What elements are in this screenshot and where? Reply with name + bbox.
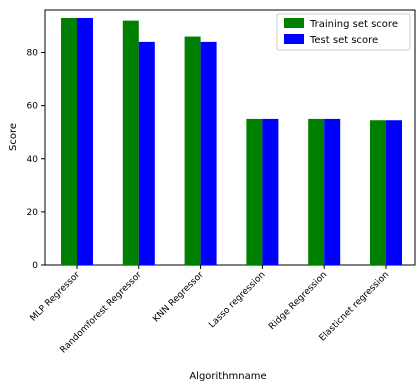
test-bar-2 [200, 41, 217, 265]
x-tick-label: MLP Regressor [29, 270, 83, 324]
training-bar-3 [246, 118, 263, 265]
legend: Training set score Test set score [276, 13, 411, 51]
x-tick-label: KNN Regressor [151, 270, 206, 325]
x-tick-label: Ridge Regression [267, 270, 329, 332]
training-bar-0 [61, 17, 77, 265]
training-bar-1 [122, 20, 139, 265]
y-tick-label: 40 [27, 155, 39, 165]
x-tick-label: Lasso regression [207, 270, 267, 330]
legend-label-training: Training set score [309, 19, 398, 30]
y-tick-label: 60 [27, 102, 39, 112]
y-ticks: 0 20 40 60 80 [27, 49, 45, 271]
bars-group [61, 17, 402, 265]
training-bar-5 [370, 120, 386, 265]
y-tick-label: 80 [27, 49, 39, 59]
training-bar-2 [184, 36, 201, 265]
y-tick-label: 20 [27, 208, 39, 218]
test-bar-3 [262, 118, 279, 265]
test-bar-0 [77, 17, 93, 265]
legend-label-test: Test set score [309, 35, 378, 46]
plot-frame [44, 9, 416, 266]
test-bar-1 [138, 41, 155, 265]
y-axis-label: Score [8, 123, 19, 151]
test-bar-5 [386, 120, 402, 265]
test-bar-4 [324, 118, 341, 265]
x-axis-label: Algorithmname [189, 371, 266, 382]
y-tick-label: 0 [32, 261, 38, 271]
legend-box [276, 13, 411, 51]
legend-swatch-training [284, 18, 304, 28]
training-bar-4 [308, 118, 325, 265]
legend-swatch-test [284, 34, 304, 44]
x-tick-label: Elasticnet regression [318, 270, 391, 343]
